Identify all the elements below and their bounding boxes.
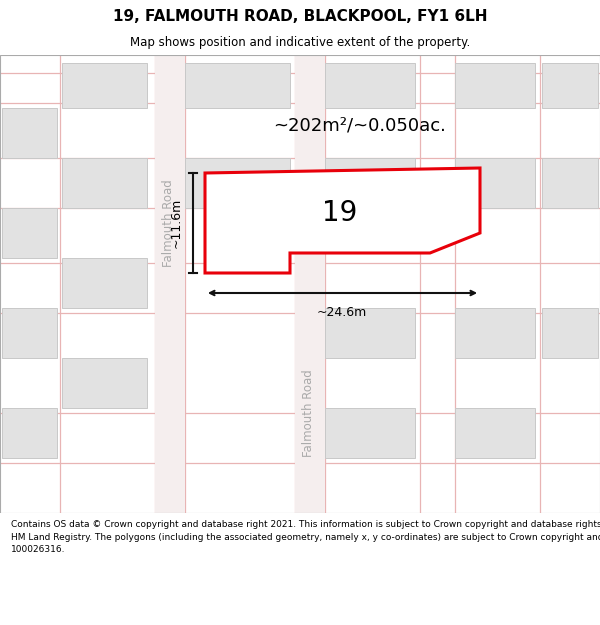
Text: Falmouth Road: Falmouth Road [163,179,176,267]
Bar [62,258,147,308]
Text: Map shows position and indicative extent of the property.: Map shows position and indicative extent… [130,36,470,49]
Bar [2,208,57,258]
Polygon shape [205,168,480,273]
Text: 19, FALMOUTH ROAD, BLACKPOOL, FY1 6LH: 19, FALMOUTH ROAD, BLACKPOOL, FY1 6LH [113,9,487,24]
Bar [455,158,535,208]
Bar [542,308,598,358]
Bar [542,63,598,108]
Text: Falmouth Road: Falmouth Road [302,369,316,457]
Bar [62,158,147,208]
Bar [185,158,290,208]
Text: 19: 19 [322,199,358,227]
Bar [325,63,415,108]
Text: ~202m²/~0.050ac.: ~202m²/~0.050ac. [274,116,446,134]
Bar [2,408,57,458]
Bar [155,55,185,513]
Bar [455,308,535,358]
Text: ~24.6m: ~24.6m [317,306,367,319]
Bar [2,308,57,358]
Bar [215,208,290,258]
Text: Contains OS data © Crown copyright and database right 2021. This information is : Contains OS data © Crown copyright and d… [11,520,600,554]
Bar [2,108,57,158]
Bar [455,63,535,108]
Bar [325,308,415,358]
Bar [185,63,290,108]
Bar [325,158,415,208]
Bar [62,63,147,108]
Bar [325,408,415,458]
Text: ~11.6m: ~11.6m [170,198,183,248]
Bar [295,55,325,513]
Bar [62,358,147,408]
Bar [455,408,535,458]
Bar [542,158,598,208]
